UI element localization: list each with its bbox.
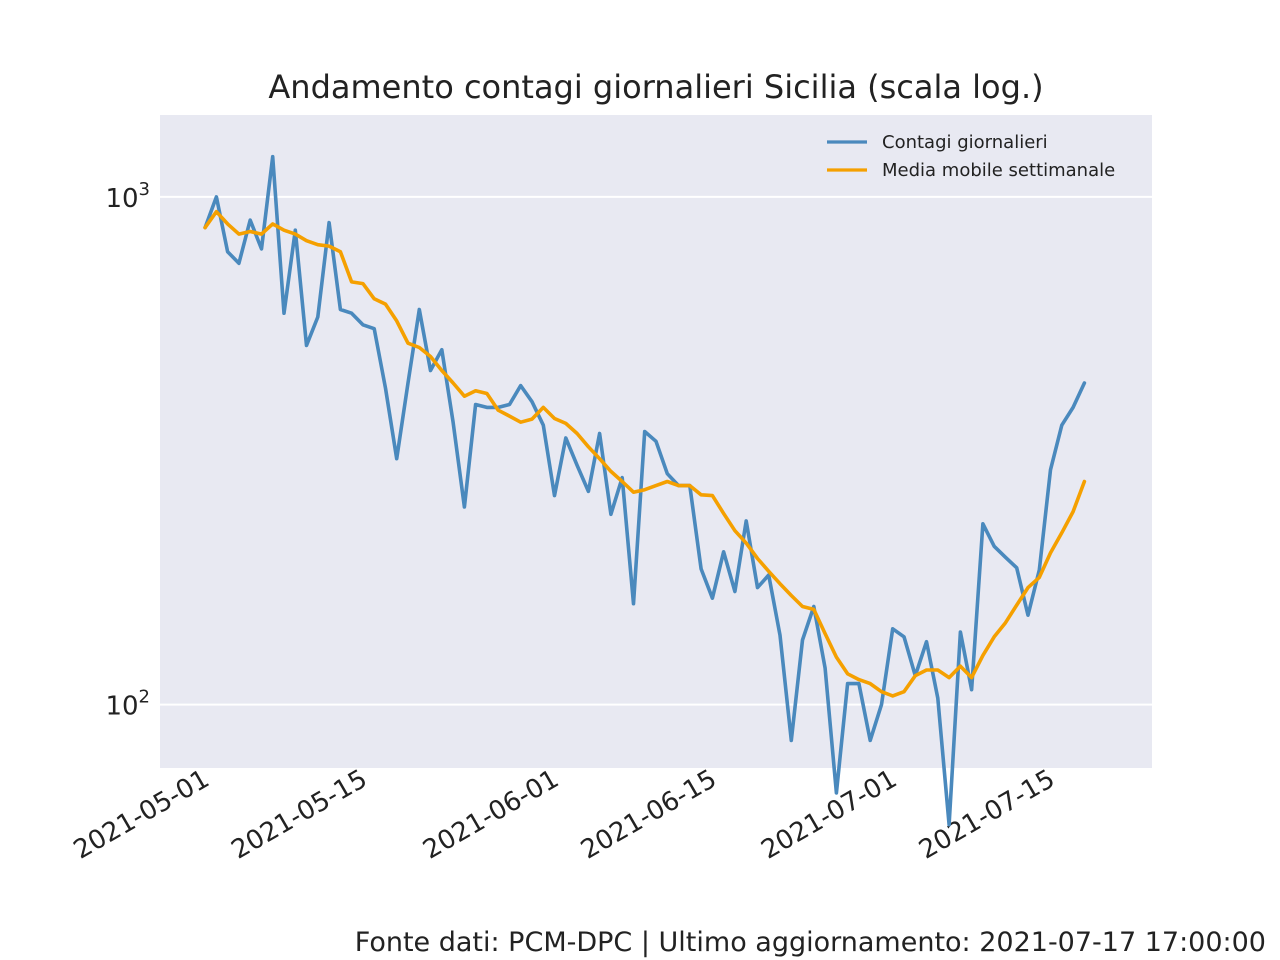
y-tick-label: 102: [105, 687, 150, 722]
x-tick-label: 2021-05-01: [69, 764, 215, 866]
legend: Contagi giornalieri Media mobile settima…: [827, 132, 1115, 181]
y-tick-exponent: 3: [139, 179, 150, 200]
x-tick-label: 2021-07-01: [756, 764, 902, 866]
y-tick-label: 103: [105, 179, 150, 214]
x-tick-label: 2021-05-15: [227, 764, 373, 866]
x-tick-label: 2021-06-01: [418, 764, 564, 866]
legend-label-media: Media mobile settimanale: [882, 160, 1115, 181]
footer-source: Fonte dati: PCM-DPC | Ultimo aggiornamen…: [355, 927, 1266, 958]
gridlines: [160, 195, 1152, 706]
series-line-contagi: [203, 154, 1087, 827]
x-tick-label: 2021-06-15: [576, 764, 722, 866]
y-tick-base: 10: [105, 692, 138, 722]
chart-title: Andamento contagi giornalieri Sicilia (s…: [268, 68, 1043, 106]
x-tick-label: 2021-07-15: [914, 764, 1060, 866]
y-tick-exponent: 2: [139, 687, 150, 708]
series-lines: [203, 154, 1087, 827]
y-tick-base: 10: [105, 184, 138, 214]
series-line-media: [203, 209, 1087, 698]
legend-label-contagi: Contagi giornalieri: [882, 132, 1048, 153]
x-axis: 2021-05-01 2021-05-15 2021-06-01 2021-06-15…: [69, 764, 1060, 866]
